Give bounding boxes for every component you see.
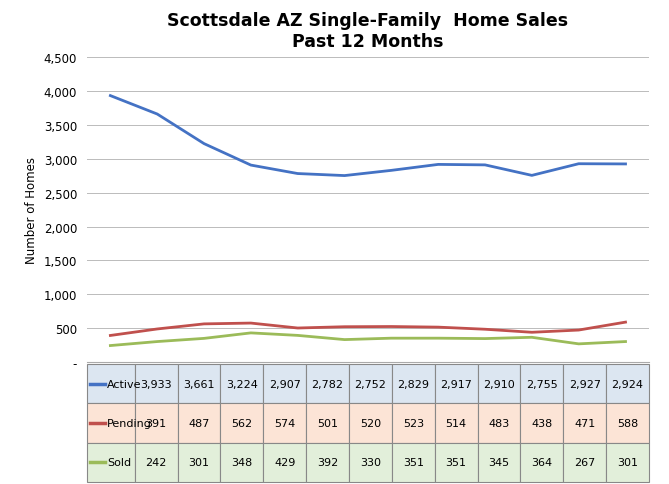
Text: Active: Active	[107, 379, 142, 389]
Text: 2,752: 2,752	[355, 379, 386, 389]
Text: 438: 438	[531, 418, 553, 428]
Text: 2010: 2010	[587, 393, 617, 406]
Text: 2,829: 2,829	[397, 379, 429, 389]
Text: 391: 391	[146, 418, 167, 428]
Text: 345: 345	[488, 457, 510, 467]
Text: 487: 487	[188, 418, 209, 428]
Text: 267: 267	[574, 457, 595, 467]
Text: 429: 429	[274, 457, 296, 467]
Text: 242: 242	[145, 457, 167, 467]
Text: 351: 351	[446, 457, 466, 467]
Text: 588: 588	[617, 418, 638, 428]
Text: 2,782: 2,782	[312, 379, 344, 389]
Title: Scottsdale AZ Single-Family  Home Sales
Past 12 Months: Scottsdale AZ Single-Family Home Sales P…	[167, 12, 569, 51]
Text: 3,933: 3,933	[140, 379, 172, 389]
Text: 501: 501	[317, 418, 338, 428]
Text: 471: 471	[574, 418, 595, 428]
Text: 520: 520	[360, 418, 381, 428]
Text: 348: 348	[231, 457, 252, 467]
Text: 364: 364	[531, 457, 553, 467]
Text: 301: 301	[617, 457, 638, 467]
Text: 330: 330	[360, 457, 381, 467]
Text: 523: 523	[403, 418, 424, 428]
Text: 3,661: 3,661	[183, 379, 215, 389]
Text: 574: 574	[274, 418, 295, 428]
Text: 3,224: 3,224	[226, 379, 258, 389]
Text: Sold: Sold	[107, 457, 131, 467]
Text: 351: 351	[403, 457, 423, 467]
Y-axis label: Number of Homes: Number of Homes	[25, 157, 38, 263]
Text: Pending: Pending	[107, 418, 152, 428]
Text: 2,924: 2,924	[611, 379, 644, 389]
Text: 2,927: 2,927	[569, 379, 601, 389]
Text: 392: 392	[317, 457, 339, 467]
Text: 562: 562	[231, 418, 252, 428]
Text: 301: 301	[189, 457, 209, 467]
Text: 2,910: 2,910	[483, 379, 515, 389]
Text: 2,917: 2,917	[440, 379, 472, 389]
Text: 2009: 2009	[306, 393, 336, 406]
Text: 2,755: 2,755	[526, 379, 558, 389]
Text: 2,907: 2,907	[269, 379, 300, 389]
Text: 514: 514	[446, 418, 467, 428]
Text: 483: 483	[488, 418, 510, 428]
